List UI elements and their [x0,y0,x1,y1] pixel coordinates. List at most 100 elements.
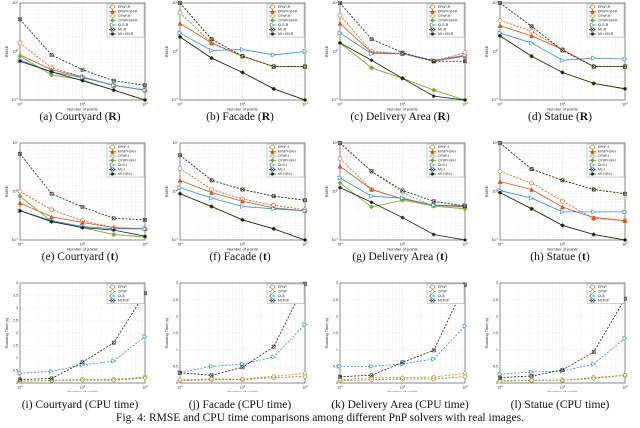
data-point [529,54,534,59]
legend-item: CPnP+GN-R [109,18,138,23]
legend-item: EPnP-R [109,4,131,10]
data-point [622,218,628,223]
legend-marker [110,27,115,32]
legend-label: CPnP [278,290,288,294]
series-mlpnp [338,282,467,379]
data-point [560,204,565,210]
data-point [271,354,277,360]
legend-label: EPnP+GN-R [598,10,618,14]
data-point [18,377,22,382]
legend-box [266,283,305,304]
data-point [400,76,405,81]
legend-marker [110,289,115,294]
legend-label: EPnP [438,285,447,289]
subplot-e: 101 102 103 10-1 100 101 Number of points RMSE E… [0,140,160,252]
legend-item: CPnP+GN-t [589,158,616,163]
x-tick-label: 103 [302,241,308,247]
legend-marker [110,148,115,154]
series-ml-t [18,151,147,222]
legend-marker [430,172,435,176]
legend-marker [270,148,275,154]
data-point [431,87,437,93]
legend-item: EPnP-t [589,144,609,150]
x-tick-label: 101 [177,241,183,247]
data-point [431,59,436,64]
data-point [369,37,374,41]
series-ml-gn-r [18,59,147,102]
data-point [80,219,85,225]
legend-marker [110,162,116,168]
data-point [431,94,436,98]
data-point [209,178,214,183]
legend-marker [270,162,276,168]
x-tick-label: 102 [240,241,246,247]
data-point [18,59,22,64]
caption-text: (d) Statue ( [528,111,580,123]
caption-text: (j) Facade (CPU time) [188,399,292,411]
x-tick-label: 103 [462,384,468,390]
data-point [338,185,342,190]
data-point [622,372,628,378]
caption-symbol: t [110,251,115,263]
caption-symbol: R [261,111,271,123]
data-point [337,30,343,36]
legend-marker [430,298,435,303]
legend-item: EPnP+GN-t [589,148,616,154]
x-tick-label: 102 [80,101,86,107]
data-point [529,206,534,211]
data-point [591,187,596,192]
y-tick-label: 0.5 [173,365,178,369]
y-tick-label: 2 [496,315,498,319]
data-point [178,1,182,5]
series-mlpnp [178,281,307,378]
legend-marker [590,167,595,172]
x-tick-label: 101 [497,101,503,107]
legend-marker [110,284,115,290]
legend-marker [430,8,435,14]
legend-item: CPnP [269,289,288,294]
chart-svg: 101 102 103 10-1 100 101 Number of points RMSE E… [484,0,628,112]
y-tick-label: 2.5 [173,298,178,302]
legend-label: CPnP+GN-t [438,159,456,163]
chart-svg: 101 102 103 10-1 100 101 Number of points RMSE E… [324,0,468,112]
legend-marker [430,22,436,28]
y-tick-label: 0 [336,381,338,385]
y-tick-label: 10-1 [172,237,179,243]
legend-label: ML-R [598,28,607,32]
data-point [209,376,214,382]
legend-label: CPnP+GN-R [278,19,298,23]
y-axis-label: RMSE [484,185,489,197]
data-point [209,37,214,41]
subplot-caption: (i) Courtyard (CPU time) [0,399,160,411]
data-point [463,98,467,102]
legend-label: DLS-t [598,163,607,167]
legend-item: EPnP+GN-R [589,8,618,14]
data-point [209,40,214,46]
y-tick-label: 101 [493,0,499,5]
series-dls-r [497,30,628,63]
data-point [400,50,405,55]
legend-label: CPnP-t [438,154,449,158]
legend-label: EPnP+GN-t [438,150,456,154]
y-axis-label: RMSE [164,45,169,57]
data-point [462,323,468,329]
data-point [529,24,534,29]
y-tick-label: 2 [336,315,338,319]
data-point [337,20,343,26]
legend-marker [270,298,275,303]
legend-label: EPnP-t [598,145,609,149]
y-axis-label: RMSE [324,45,329,57]
axes-frame [19,2,146,101]
data-point [400,215,405,220]
legend-label: DLS-R [438,23,449,27]
data-point [209,363,215,369]
data-point [462,52,468,58]
data-point [271,344,276,349]
subplot-i: 101 102 103 0 0.5 1 1.5 2 2.5 3 3.5 4 Number of poin… [0,280,160,392]
legend-label: EPnP-t [438,145,449,149]
legend-marker [110,172,115,176]
data-point [337,377,343,383]
legend-label: EPnP+GN-R [118,10,138,14]
y-tick-label: 101 [493,140,499,145]
